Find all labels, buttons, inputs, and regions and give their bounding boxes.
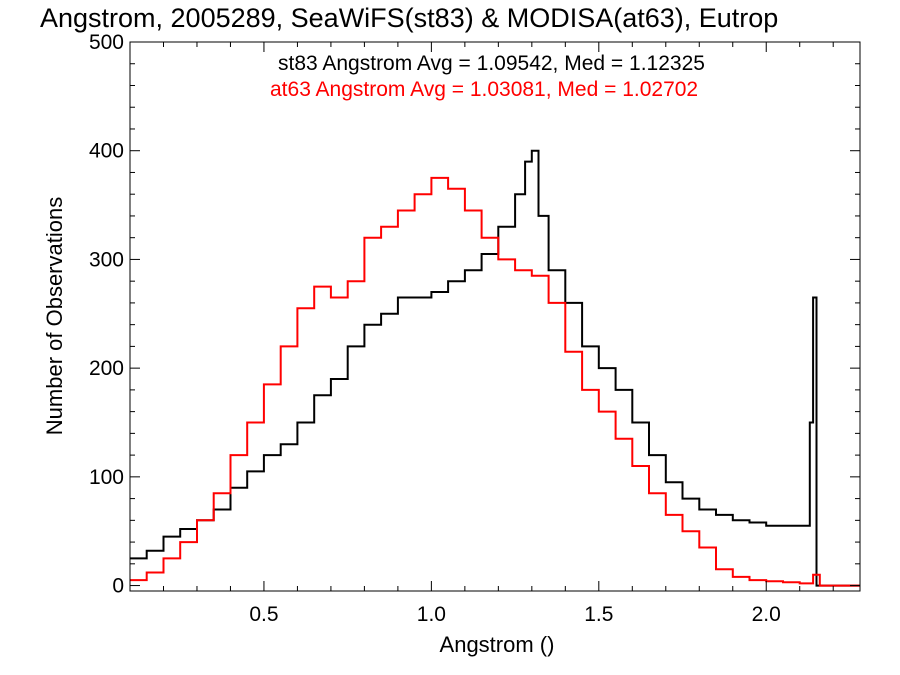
- y-axis: 0 100 200 300 400 500: [89, 31, 860, 598]
- annotation-st83: st83 Angstrom Avg = 1.09542, Med = 1.123…: [278, 52, 705, 75]
- y-tick-label: 500: [89, 31, 124, 54]
- y-tick-label: 400: [89, 140, 124, 163]
- x-tick-label: 1.5: [584, 603, 613, 626]
- chart-title: Angstrom, 2005289, SeaWiFS(st83) & MODIS…: [40, 3, 778, 33]
- x-tick-label: 1.0: [417, 603, 446, 626]
- series-line-st83: [130, 149, 860, 587]
- plot-frame: [129, 41, 861, 592]
- x-axis: 0.5 1.0 1.5 2.0: [162, 42, 834, 626]
- series-line-at63: [130, 176, 860, 587]
- x-tick-label: 2.0: [752, 603, 781, 626]
- plot-area: [130, 149, 860, 587]
- annotation-at63: at63 Angstrom Avg = 1.03081, Med = 1.027…: [270, 78, 698, 101]
- y-tick-label: 200: [89, 357, 124, 380]
- y-tick-label: 0: [112, 575, 124, 598]
- y-tick-label: 100: [89, 466, 124, 489]
- x-tick-label: 0.5: [249, 603, 278, 626]
- y-tick-label: 300: [89, 248, 124, 271]
- x-axis-label: Angstrom (): [440, 632, 555, 657]
- y-axis-label: Number of Observations: [42, 197, 67, 435]
